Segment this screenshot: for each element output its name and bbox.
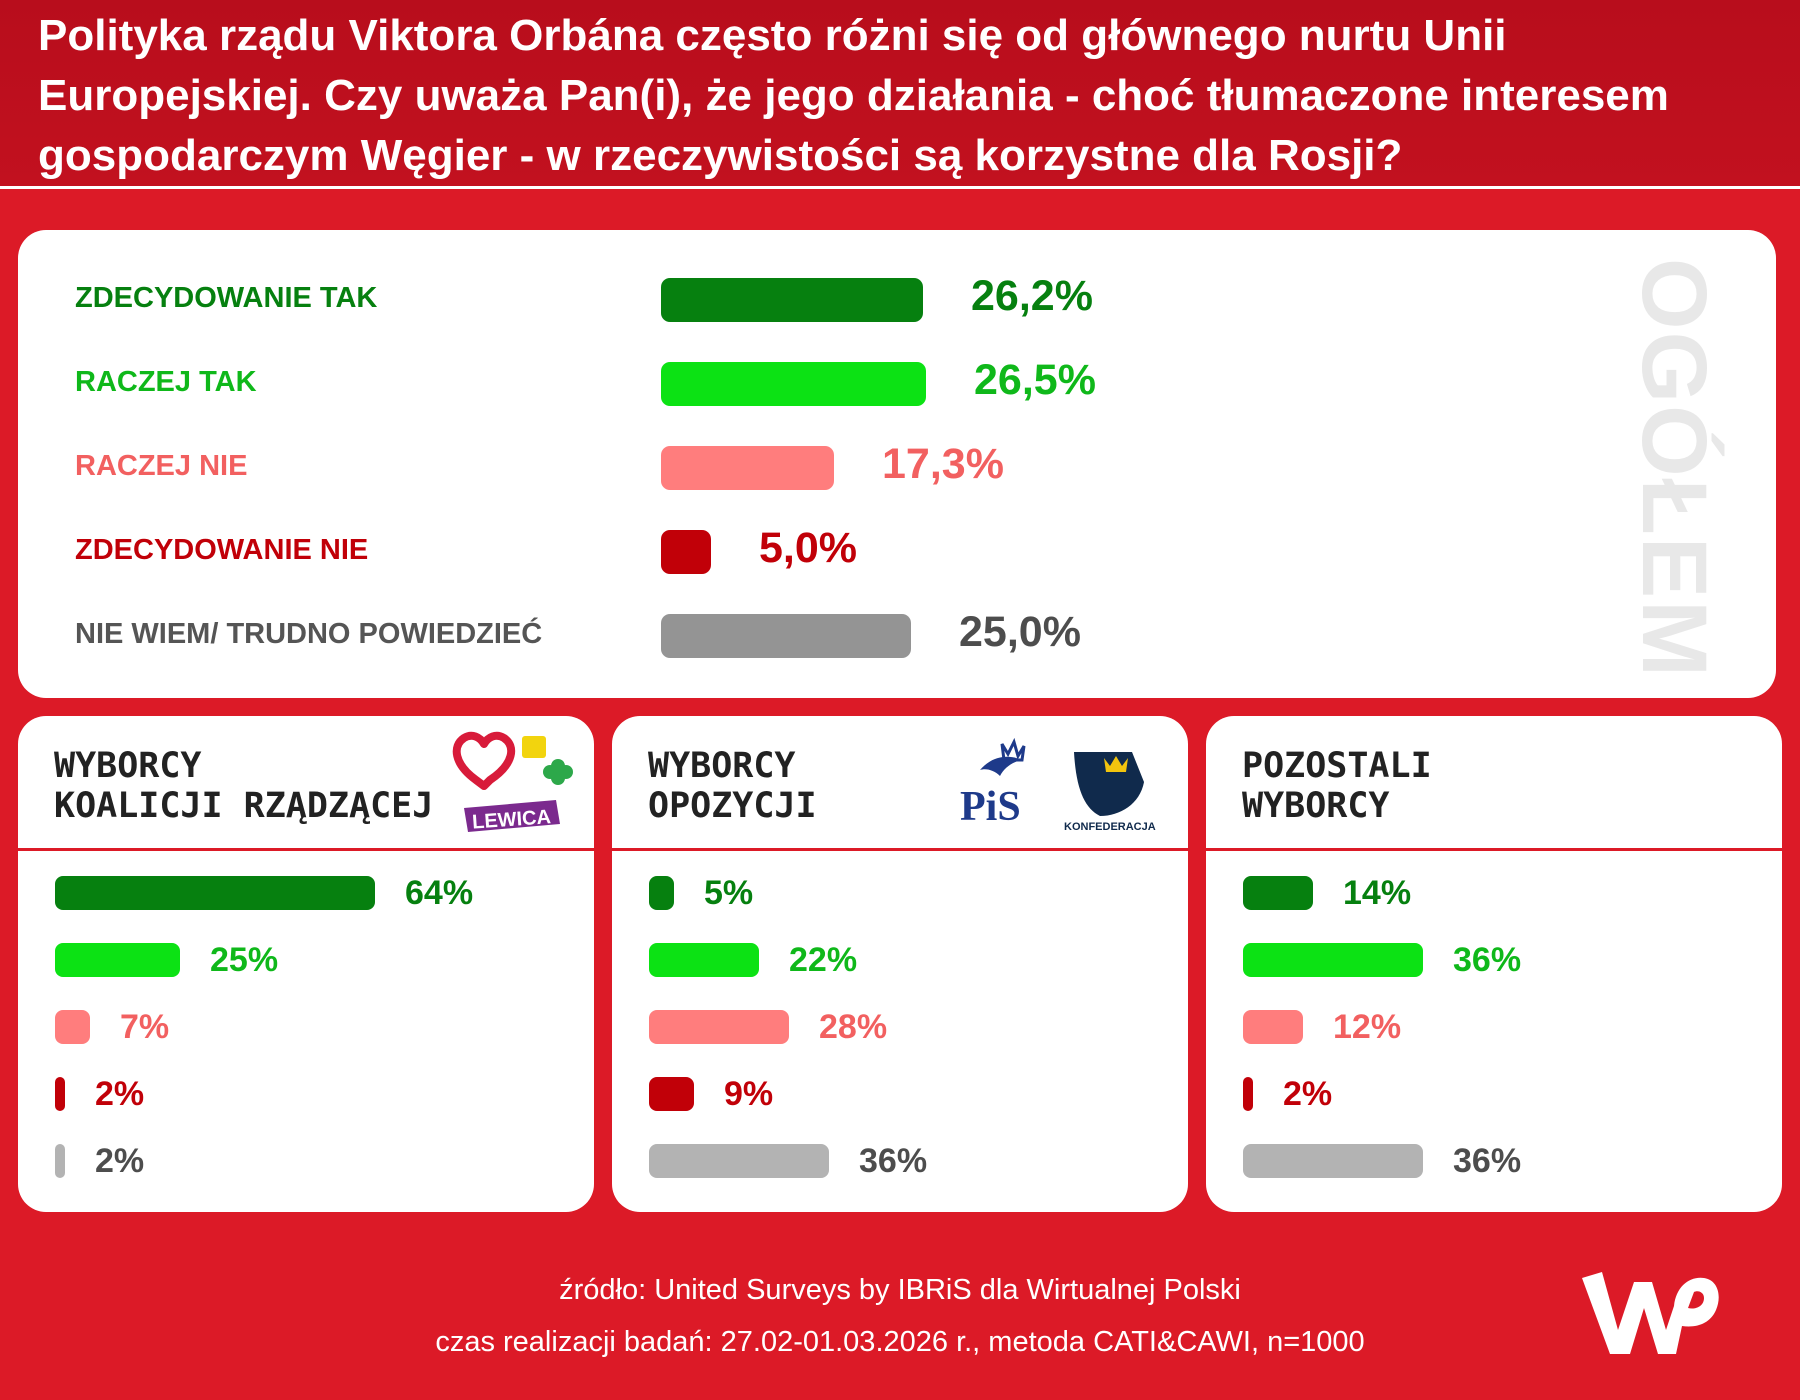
bar <box>1243 1077 1253 1111</box>
trzecia-droga-icon <box>522 736 546 758</box>
group-title-line: WYBORCY <box>54 746 202 786</box>
value-label: 9% <box>724 1075 774 1113</box>
konfederacja-logo-text: KONFEDERACJA <box>1064 821 1156 833</box>
group-title: WYBORCY KOALICJI RZĄDZĄCEJ <box>54 746 433 826</box>
group-title-line: POZOSTALI <box>1242 746 1432 786</box>
group-panel-others: POZOSTALI WYBORCY 14% 36% 12% 2% 36% <box>1206 716 1782 1212</box>
group-header: POZOSTALI WYBORCY <box>1206 716 1782 851</box>
overall-panel: ZDECYDOWANIE TAK 26,2% RACZEJ TAK 26,5% RACZ… <box>18 230 1776 698</box>
eagle-head-icon <box>1074 752 1144 816</box>
coalition-logos: LEWICA <box>452 731 573 834</box>
group-title-line: KOALICJI RZĄDZĄCEJ <box>54 786 434 826</box>
bar <box>55 943 180 977</box>
group-title-line: WYBORCY <box>1242 786 1390 826</box>
side-label-text: OGÓŁEM <box>1622 257 1725 679</box>
value-label: 7% <box>120 1008 170 1046</box>
bar <box>649 1077 694 1111</box>
category-label: RACZEJ NIE <box>75 450 248 482</box>
bar <box>661 614 911 658</box>
value-label: 22% <box>789 941 858 979</box>
bar <box>649 1010 789 1044</box>
group-panel-coalition: WYBORCY KOALICJI RZĄDZĄCEJ LEWICA 64% 25%… <box>18 716 594 1212</box>
bar <box>55 876 375 910</box>
group-title: WYBORCY OPOZYCJI <box>648 746 817 826</box>
value-label: 12% <box>1333 1008 1402 1046</box>
category-label: ZDECYDOWANIE NIE <box>75 534 369 566</box>
bar <box>1243 943 1423 977</box>
bar <box>55 1010 90 1044</box>
bar <box>1243 1144 1423 1178</box>
value-label: 36% <box>859 1142 928 1180</box>
bar <box>649 943 759 977</box>
pis-logo: PiS <box>960 737 1026 830</box>
group-title: POZOSTALI WYBORCY <box>1242 746 1432 826</box>
bar <box>649 1144 829 1178</box>
value-label: 26,5% <box>974 356 1096 404</box>
value-label: 25,0% <box>959 608 1081 656</box>
pis-logo-text: PiS <box>960 784 1021 830</box>
value-label: 26,2% <box>971 272 1093 320</box>
value-label: 36% <box>1453 1142 1522 1180</box>
value-label: 17,3% <box>882 440 1004 488</box>
bar <box>1243 876 1313 910</box>
category-label: ZDECYDOWANIE TAK <box>75 282 378 314</box>
lewica-logo-bg <box>464 800 560 832</box>
bar <box>661 530 711 574</box>
bar <box>661 278 923 322</box>
value-label: 64% <box>405 874 474 912</box>
value-label: 14% <box>1343 874 1412 912</box>
value-label: 28% <box>819 1008 888 1046</box>
crown-icon <box>1104 756 1128 772</box>
bar <box>661 362 926 406</box>
group-header: WYBORCY OPOZYCJI PiS KONFEDERACJA <box>612 716 1188 851</box>
value-label: 2% <box>1283 1075 1333 1113</box>
bar <box>661 446 834 490</box>
bar <box>55 1077 65 1111</box>
value-label: 5,0% <box>759 524 858 572</box>
source-note: źródło: United Surveys by IBRiS dla Wirt… <box>559 1274 1241 1306</box>
value-label: 5% <box>704 874 754 912</box>
value-label: 2% <box>95 1142 145 1180</box>
page-title: Polityka rządu Viktora Orbána często róż… <box>38 11 1669 180</box>
overall-side-label: OGÓŁEM <box>1623 258 1725 679</box>
bar <box>649 876 674 910</box>
header: Polityka rządu Viktora Orbána często róż… <box>0 0 1800 189</box>
value-label: 25% <box>210 941 279 979</box>
value-label: 36% <box>1453 941 1522 979</box>
group-panel-opposition: WYBORCY OPOZYCJI PiS KONFEDERACJA 5% 22% 2… <box>612 716 1188 1212</box>
value-label: 2% <box>95 1075 145 1113</box>
bar <box>1243 1010 1303 1044</box>
method-note: czas realizacji badań: 27.02-01.03.2026 … <box>435 1326 1365 1358</box>
group-title-line: OPOZYCJI <box>648 786 817 826</box>
crown-icon <box>1000 737 1026 762</box>
eagle-icon <box>980 756 1022 776</box>
heart-icon <box>452 731 516 790</box>
category-label: NIE WIEM/ TRUDNO POWIEDZIEĆ <box>75 618 543 650</box>
group-title-line: WYBORCY <box>648 746 796 786</box>
wp-logo-icon <box>1582 1272 1719 1354</box>
group-header: WYBORCY KOALICJI RZĄDZĄCEJ LEWICA <box>18 716 594 851</box>
bar <box>55 1144 65 1178</box>
konfederacja-logo: KONFEDERACJA <box>1064 752 1156 833</box>
lewica-logo-text: LEWICA <box>471 806 551 833</box>
category-label: RACZEJ TAK <box>75 366 257 398</box>
